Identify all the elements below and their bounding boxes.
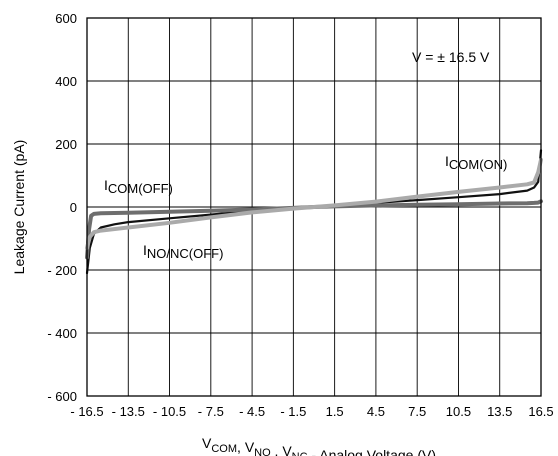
y-tick-labels: 600 400 200 0 - 200 - 400 - 600 [47, 11, 77, 404]
x-tick-label: - 16.5 [70, 404, 103, 419]
x-axis-title: VCOM, VNO , VNC - Analog Voltage (V) [202, 435, 436, 456]
x-tick-label: - 10.5 [153, 404, 186, 419]
y-tick-label: - 600 [47, 389, 77, 404]
y-tick-label: - 400 [47, 326, 77, 341]
series-label: ICOM(OFF) [104, 177, 173, 196]
x-tick-label: - 4.5 [239, 404, 265, 419]
x-tick-label: 13.5 [487, 404, 512, 419]
x-tick-label: - 7.5 [198, 404, 224, 419]
series-label: INO/NC(OFF) [143, 242, 223, 261]
x-tick-label: - 1.5 [280, 404, 306, 419]
x-tick-label: 4.5 [367, 404, 385, 419]
x-tick-label: 10.5 [446, 404, 471, 419]
x-tick-label: 1.5 [326, 404, 344, 419]
x-tick-labels: - 16.5 - 13.5 - 10.5 - 7.5 - 4.5 - 1.5 1.5 4.5 7… [70, 404, 553, 419]
y-tick-label: 200 [55, 137, 77, 152]
x-tick-label: 7.5 [408, 404, 426, 419]
x-tick-label: 16.5 [528, 404, 553, 419]
y-tick-label: 0 [70, 200, 77, 215]
plot-frame [86, 17, 542, 397]
series-label: ICOM(ON) [445, 153, 507, 172]
series-layer [85, 149, 543, 275]
y-tick-label: 600 [55, 11, 77, 26]
series-labels: INO/NC(OFF) ICOM(OFF) ICOM(ON) [104, 153, 507, 261]
y-axis-title: Leakage Current (pA) [11, 140, 27, 275]
x-tick-label: - 13.5 [112, 404, 145, 419]
voltage-annotation: V = ± 16.5 V [412, 49, 490, 65]
series-line-com-on [85, 157, 543, 250]
y-tick-label: 400 [55, 74, 77, 89]
y-tick-label: - 200 [47, 263, 77, 278]
